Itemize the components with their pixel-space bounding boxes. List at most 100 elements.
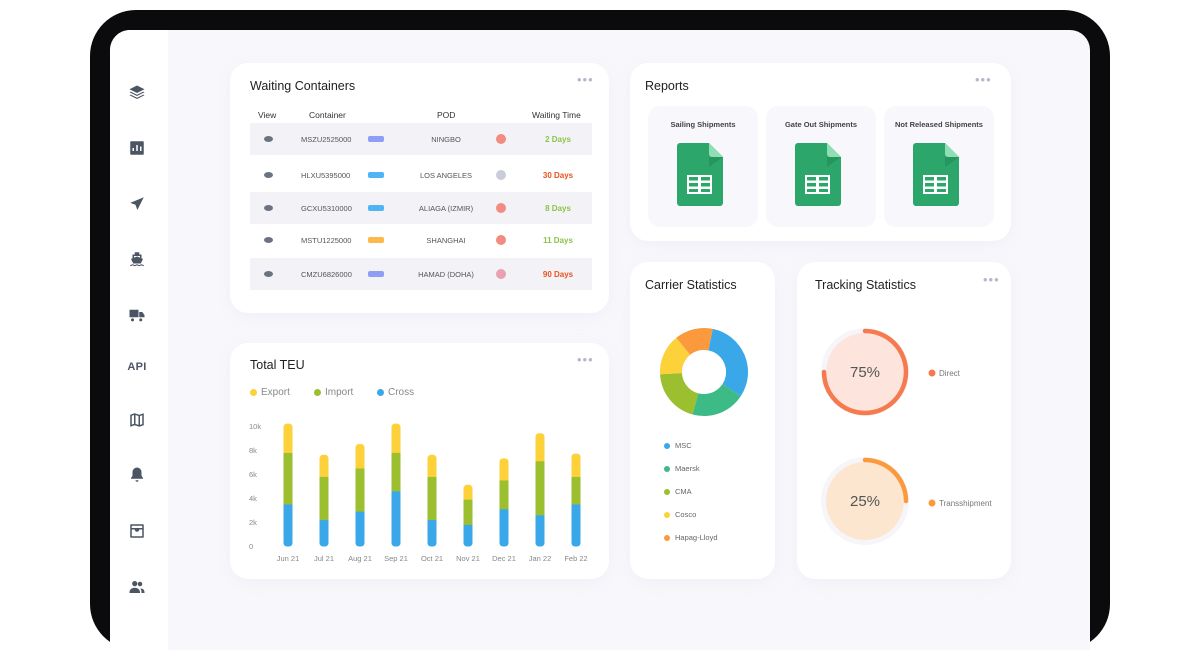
report-label: Not Released Shipments <box>895 120 983 129</box>
view-cell <box>264 258 273 290</box>
eye-icon[interactable] <box>264 205 273 211</box>
donut-slice-cma[interactable] <box>660 373 699 415</box>
pod-name: NINGBO <box>431 134 461 144</box>
card-title: Tracking Statistics <box>815 278 916 292</box>
waiting-days: 8 Days <box>545 203 571 213</box>
eye-icon[interactable] <box>264 271 273 277</box>
more-options-icon[interactable]: ••• <box>577 352 594 367</box>
container-number: GCXU5310000 <box>301 203 352 213</box>
ring-percent: 25% <box>850 493 880 510</box>
flag-cell <box>496 192 506 224</box>
ring-fill <box>826 333 904 411</box>
legend-dot <box>250 389 257 396</box>
carrier-tag <box>368 159 384 191</box>
carrier-legend-item[interactable]: Maersk <box>664 464 700 473</box>
carrier-legend-item[interactable]: CMA <box>664 487 692 496</box>
legend-label: Export <box>261 387 290 398</box>
card-title: Carrier Statistics <box>645 278 737 292</box>
dashboard-screen: API Waiting Containers ••• View Containe… <box>110 30 1090 650</box>
container-number: CMZU6826000 <box>301 269 352 279</box>
legend-dot <box>664 511 670 518</box>
report-tile[interactable]: Sailing Shipments <box>648 106 758 227</box>
legend-dot <box>928 369 936 377</box>
carrier-legend-item[interactable]: Hapag-Lloyd <box>664 533 718 542</box>
view-cell <box>264 123 273 155</box>
layers-icon[interactable] <box>125 81 149 105</box>
container-number: MSTU1225000 <box>301 235 352 245</box>
table-row[interactable]: MSZU2525000 NINGBO 2 Days <box>250 123 592 155</box>
country-flag-icon <box>496 269 506 279</box>
tracking-statistics-card: Tracking Statistics ••• 75% Direct 25% Tran… <box>797 262 1011 579</box>
ring-percent: 75% <box>850 364 880 381</box>
col-header-view: View <box>258 110 277 120</box>
legend-import[interactable]: Import <box>314 387 353 398</box>
eye-icon[interactable] <box>264 136 273 142</box>
donut-slice-cosco[interactable] <box>660 337 691 375</box>
report-tile[interactable]: Gate Out Shipments <box>766 106 876 227</box>
carrier-legend-item[interactable]: Cosco <box>664 510 696 519</box>
api-nav-item[interactable]: API <box>127 361 147 373</box>
truck-icon[interactable] <box>125 303 149 327</box>
more-options-icon[interactable]: ••• <box>975 72 992 87</box>
users-icon[interactable] <box>125 575 149 599</box>
report-tile[interactable]: Not Released Shipments <box>884 106 994 227</box>
donut-slice-msc[interactable] <box>708 328 748 397</box>
legend-dot <box>314 389 321 396</box>
table-row[interactable]: CMZU6826000 HAMAD (DOHA) 90 Days <box>250 258 592 290</box>
card-title: Reports <box>645 79 689 93</box>
reports-card: Reports ••• Sailing Shipments Gate Out S… <box>630 63 1011 241</box>
waiting-containers-card: Waiting Containers ••• View Container PO… <box>230 63 609 313</box>
table-row[interactable]: MSTU1225000 SHANGHAI 11 Days <box>250 224 592 256</box>
pod-name: SHANGHAI <box>426 235 466 245</box>
table-row[interactable]: HLXU5395000 LOS ANGELES 30 Days <box>250 159 592 191</box>
carrier-tag-icon <box>368 136 384 142</box>
view-cell <box>264 159 273 191</box>
waiting-days: 30 Days <box>542 170 574 180</box>
progress-ring-transshipment <box>862 457 909 504</box>
legend-label: MSC <box>675 441 692 450</box>
legend-cross[interactable]: Cross <box>377 387 414 398</box>
carrier-donut-chart <box>660 328 748 416</box>
tracking-legend-label: Direct <box>939 369 961 378</box>
spreadsheet-icon <box>913 143 959 206</box>
more-options-icon[interactable]: ••• <box>983 272 1000 287</box>
eye-icon[interactable] <box>264 172 273 178</box>
legend-label: Hapag-Lloyd <box>675 533 718 542</box>
bell-icon[interactable] <box>125 463 149 487</box>
tracking-legend-label: Transshipment <box>939 499 992 508</box>
pod-name: HAMAD (DOHA) <box>418 269 474 279</box>
ring-fill <box>826 462 904 540</box>
country-flag-icon <box>496 134 506 144</box>
map-icon[interactable] <box>125 408 149 432</box>
carrier-tag-icon <box>368 271 384 277</box>
legend-dot <box>664 465 670 472</box>
inbox-icon[interactable] <box>125 519 149 543</box>
send-icon[interactable] <box>125 192 149 216</box>
ship-icon[interactable] <box>125 247 149 271</box>
legend-dot <box>377 389 384 396</box>
carrier-statistics-card: Carrier Statistics MSC Maersk CMA Cosco Hapa… <box>630 262 775 579</box>
legend-export[interactable]: Export <box>250 387 290 398</box>
donut-hole <box>682 350 726 394</box>
eye-icon[interactable] <box>264 237 273 243</box>
more-options-icon[interactable]: ••• <box>577 72 594 87</box>
legend-label: CMA <box>675 487 692 496</box>
container-number: MSZU2525000 <box>301 134 352 144</box>
carrier-tag <box>368 224 384 256</box>
country-flag-icon <box>496 203 506 213</box>
table-row[interactable]: GCXU5310000 ALIAGA (IZMIR) 8 Days <box>250 192 592 224</box>
analytics-icon[interactable] <box>125 136 149 160</box>
carrier-legend-item[interactable]: MSC <box>664 441 692 450</box>
col-header-pod: POD <box>437 110 456 120</box>
report-label: Gate Out Shipments <box>784 120 858 129</box>
country-flag-icon <box>496 235 506 245</box>
donut-slice-hapag-lloyd[interactable] <box>676 328 713 355</box>
view-cell <box>264 192 273 224</box>
pod-name: ALIAGA (IZMIR) <box>418 203 474 213</box>
report-label: Sailing Shipments <box>670 120 736 129</box>
carrier-tag <box>368 192 384 224</box>
container-number: HLXU5395000 <box>301 170 351 180</box>
legend-dot <box>664 488 670 495</box>
donut-slice-maersk[interactable] <box>692 384 741 416</box>
waiting-days: 2 Days <box>545 134 571 144</box>
